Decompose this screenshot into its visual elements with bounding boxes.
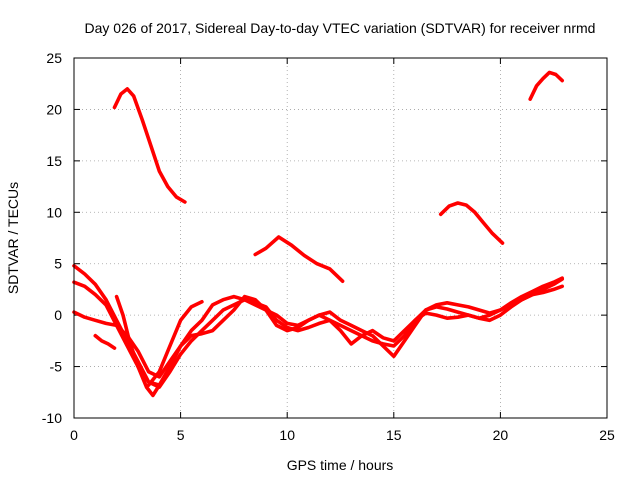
series-track-c <box>72 276 565 379</box>
x-axis-label: GPS time / hours <box>287 457 394 473</box>
y-tick-label: 20 <box>46 101 62 117</box>
series-arc-high-late <box>528 70 565 101</box>
y-tick-label: 10 <box>46 204 62 220</box>
y-tick-label: 5 <box>54 256 62 272</box>
series-arc-17-20 <box>438 201 505 245</box>
axis-ticks: 0 5 10 15 20 25 -10 -5 0 5 10 15 20 25 <box>42 50 615 443</box>
x-tick-label: 15 <box>386 427 402 443</box>
series-segment-2-4 <box>114 294 164 398</box>
series-segment-3-6 <box>146 299 204 387</box>
series-segment-1-2 <box>93 333 117 350</box>
chart-title: Day 026 of 2017, Sidereal Day-to-day VTE… <box>85 20 596 36</box>
x-tick-label: 20 <box>493 427 509 443</box>
grid-lines <box>74 58 607 418</box>
data-series <box>72 70 565 398</box>
y-tick-label: -5 <box>50 359 63 375</box>
x-tick-label: 0 <box>70 427 78 443</box>
series-arc-high-early <box>112 87 187 204</box>
x-tick-label: 10 <box>279 427 295 443</box>
y-tick-label: -10 <box>42 410 62 426</box>
plot-frame <box>73 57 608 419</box>
x-tick-label: 5 <box>177 427 185 443</box>
series-arc-mid-9-12 <box>253 235 345 284</box>
x-tick-label: 25 <box>599 427 615 443</box>
y-axis-label: SDTVAR / TECUs <box>5 182 21 294</box>
y-tick-label: 25 <box>46 50 62 66</box>
y-tick-label: 15 <box>46 153 62 169</box>
y-tick-label: 0 <box>54 307 62 323</box>
